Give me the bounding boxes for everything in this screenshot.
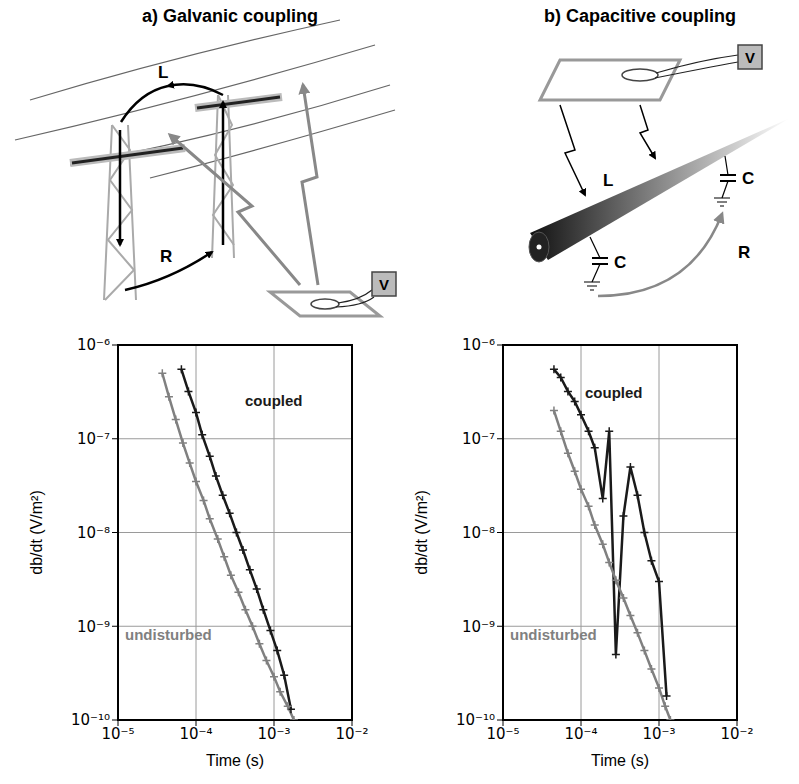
- svg-text:10⁻⁶: 10⁻⁶: [77, 336, 110, 354]
- svg-text:10⁻³: 10⁻³: [257, 725, 290, 743]
- svg-text:10⁻⁸: 10⁻⁸: [462, 524, 495, 542]
- svg-text:10⁻¹⁰: 10⁻¹⁰: [71, 711, 110, 729]
- svg-text:10⁻⁹: 10⁻⁹: [77, 618, 110, 636]
- svg-text:V: V: [745, 49, 755, 66]
- svg-text:10⁻⁶: 10⁻⁶: [462, 336, 495, 354]
- svg-text:10⁻⁹: 10⁻⁹: [462, 618, 495, 636]
- svg-text:10⁻⁷: 10⁻⁷: [77, 430, 110, 448]
- svg-text:10⁻⁷: 10⁻⁷: [462, 430, 495, 448]
- svg-text:L: L: [158, 63, 168, 82]
- html-text:b) Capacitive coupling: b) Capacitive coupling: [544, 6, 736, 26]
- svg-text:R: R: [738, 243, 750, 262]
- html-text:undisturbed: undisturbed: [125, 626, 212, 643]
- svg-text:10⁻⁵: 10⁻⁵: [486, 724, 520, 743]
- html-text:a) Galvanic coupling: a) Galvanic coupling: [142, 6, 318, 26]
- html-text:coupled: coupled: [245, 392, 303, 409]
- svg-text:db/dt (V/m²): db/dt (V/m²): [28, 490, 45, 574]
- svg-text:10⁻²: 10⁻²: [720, 725, 753, 743]
- svg-text:10⁻⁵: 10⁻⁵: [101, 724, 135, 743]
- svg-text:10⁻²: 10⁻²: [335, 725, 368, 743]
- html-text:coupled: coupled: [585, 384, 643, 401]
- svg-text:10⁻³: 10⁻³: [642, 725, 675, 743]
- html-text:undisturbed: undisturbed: [510, 626, 597, 643]
- svg-text:Time (s): Time (s): [591, 752, 649, 769]
- svg-text:C: C: [614, 253, 626, 272]
- svg-text:L: L: [603, 171, 613, 190]
- svg-text:10⁻⁴: 10⁻⁴: [179, 725, 212, 743]
- svg-text:C: C: [742, 169, 754, 188]
- svg-text:R: R: [160, 247, 172, 266]
- svg-text:Time (s): Time (s): [206, 752, 264, 769]
- svg-text:10⁻⁴: 10⁻⁴: [564, 725, 597, 743]
- svg-text:10⁻¹⁰: 10⁻¹⁰: [456, 711, 495, 729]
- svg-text:10⁻⁸: 10⁻⁸: [77, 524, 110, 542]
- svg-text:db/dt (V/m²): db/dt (V/m²): [413, 490, 430, 574]
- svg-text:V: V: [379, 276, 389, 293]
